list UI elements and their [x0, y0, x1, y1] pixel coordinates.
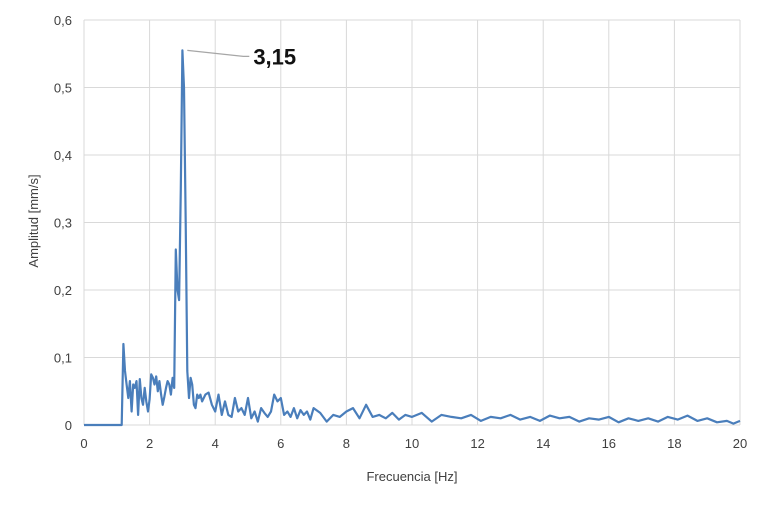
annotation-label: 3,15 — [253, 44, 296, 69]
x-axis-ticks: 0 2 4 6 8 10 12 14 16 18 20 — [80, 436, 747, 451]
x-tick-label: 0 — [80, 436, 87, 451]
grid — [83, 19, 741, 426]
y-tick-label: 0,4 — [54, 148, 72, 163]
annotation-leader-line — [187, 49, 250, 57]
x-tick-label: 10 — [405, 436, 419, 451]
x-tick-label: 4 — [212, 436, 219, 451]
x-tick-label: 14 — [536, 436, 550, 451]
series-line — [84, 49, 741, 427]
y-tick-label: 0,1 — [54, 351, 72, 366]
y-tick-label: 0,5 — [54, 81, 72, 96]
x-tick-label: 20 — [733, 436, 747, 451]
y-tick-label: 0,6 — [54, 13, 72, 28]
y-axis-title: Amplitud [mm/s] — [26, 174, 41, 267]
y-tick-label: 0 — [65, 418, 72, 433]
x-tick-label: 2 — [146, 436, 153, 451]
y-axis-ticks: 0 0,1 0,2 0,3 0,4 0,5 0,6 — [54, 13, 72, 433]
x-tick-label: 12 — [470, 436, 484, 451]
y-tick-label: 0,2 — [54, 283, 72, 298]
x-tick-label: 6 — [277, 436, 284, 451]
x-axis-title: Frecuencia [Hz] — [366, 469, 457, 484]
series-group — [84, 49, 741, 427]
peak-annotation: 3,15 — [187, 44, 296, 69]
x-tick-label: 16 — [602, 436, 616, 451]
x-tick-label: 8 — [343, 436, 350, 451]
x-tick-label: 18 — [667, 436, 681, 451]
y-tick-label: 0,3 — [54, 216, 72, 231]
